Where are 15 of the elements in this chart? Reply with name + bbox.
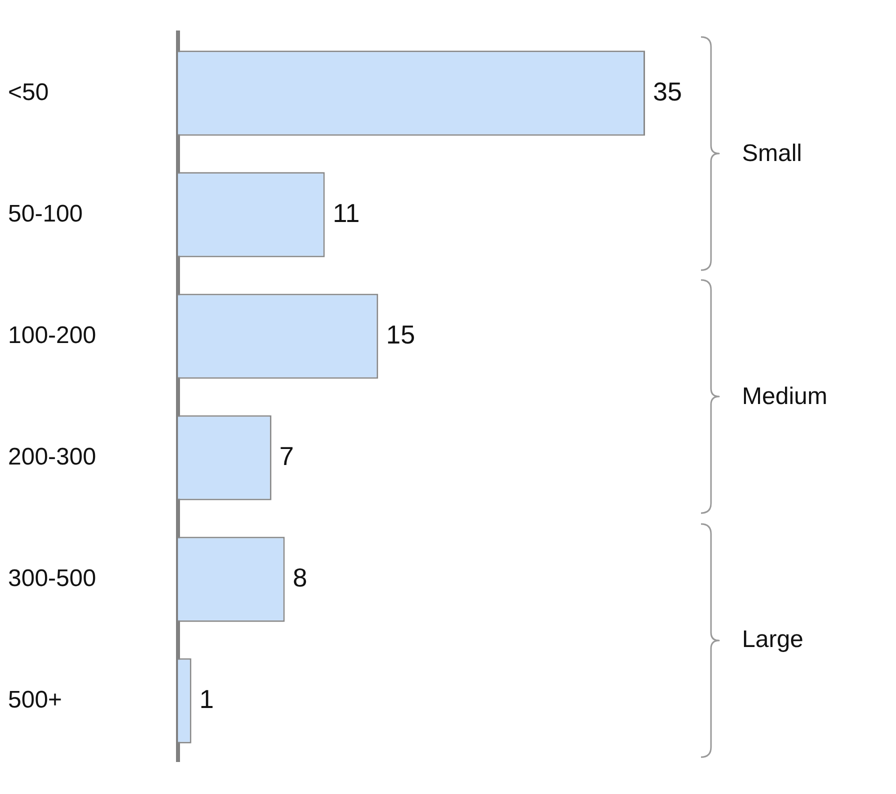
text: Small bbox=[742, 140, 802, 168]
data-label: 7 bbox=[279, 440, 294, 471]
y-tick-label: 500+ bbox=[8, 686, 62, 714]
data-label: 35 bbox=[653, 76, 682, 106]
y-tick-label: 300-500 bbox=[8, 564, 96, 592]
data-label: 15 bbox=[386, 319, 416, 350]
text: Large bbox=[742, 626, 804, 654]
y-tick-label: <50 bbox=[8, 78, 49, 106]
data-label: 11 bbox=[332, 198, 360, 228]
y-tick-label: 200-300 bbox=[8, 443, 96, 470]
text: Medium bbox=[742, 383, 828, 411]
y-tick-label: 100-200 bbox=[8, 322, 96, 349]
y-tick-label: 50-100 bbox=[8, 200, 83, 228]
data-label: 1 bbox=[199, 684, 214, 714]
data-label: 8 bbox=[292, 562, 308, 592]
